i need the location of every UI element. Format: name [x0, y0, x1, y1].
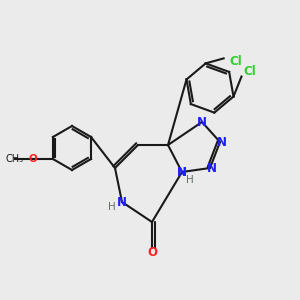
Text: CH₃: CH₃ — [6, 154, 24, 164]
Text: H: H — [108, 202, 116, 212]
Text: H: H — [186, 175, 194, 185]
Text: N: N — [197, 116, 207, 128]
Text: O: O — [28, 154, 37, 164]
Text: O: O — [147, 247, 157, 260]
Text: Cl: Cl — [229, 55, 242, 68]
Text: N: N — [177, 166, 187, 178]
Text: N: N — [207, 161, 217, 175]
Text: N: N — [217, 136, 227, 148]
Text: Cl: Cl — [243, 65, 256, 78]
Text: N: N — [177, 166, 187, 178]
Text: N: N — [117, 196, 127, 208]
